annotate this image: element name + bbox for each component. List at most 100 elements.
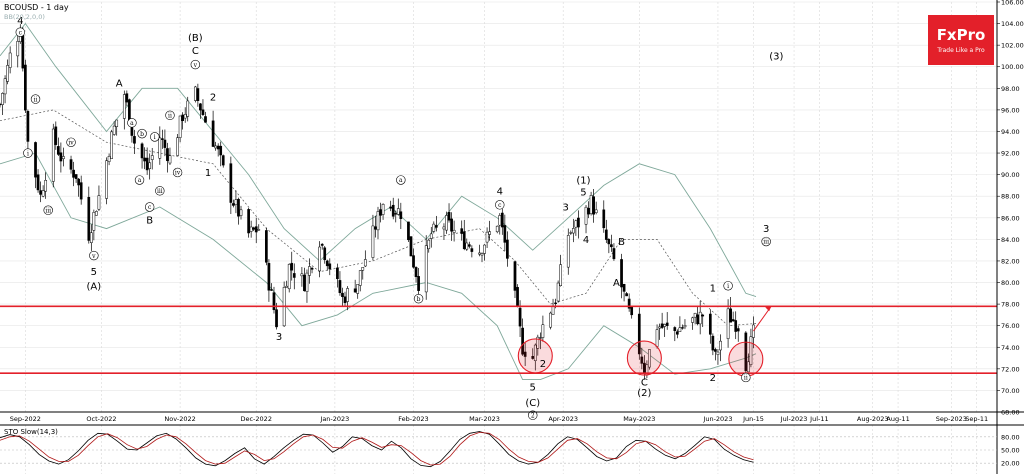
candle	[592, 189, 595, 223]
wave-label: 2	[710, 373, 716, 384]
candle	[450, 212, 453, 241]
candle	[399, 202, 403, 230]
y-tick-label: 70.00	[1001, 387, 1020, 395]
candle	[470, 245, 474, 258]
stoch-tick-label: 50.00	[1001, 447, 1020, 455]
candle	[181, 112, 185, 130]
candle	[665, 312, 669, 330]
y-tick-label: 106.00	[1001, 0, 1024, 7]
wave-label: 5	[580, 187, 586, 198]
wave-label: B	[618, 237, 625, 248]
candle	[516, 284, 519, 308]
wave-label: 3	[276, 332, 282, 343]
candle	[488, 220, 491, 241]
y-tick-label: 100.00	[1001, 63, 1024, 71]
wave-label-circle	[413, 294, 424, 304]
candle	[506, 231, 509, 267]
wave-label: c	[19, 29, 23, 36]
candle	[729, 297, 732, 323]
candle	[343, 291, 347, 306]
wave-label: a	[399, 177, 403, 184]
candle	[320, 243, 324, 250]
wave-label: (2)	[637, 388, 651, 399]
candle	[734, 311, 738, 340]
candle	[356, 284, 360, 299]
candle	[214, 141, 217, 151]
candle	[257, 224, 261, 231]
wave-label-circle	[15, 27, 25, 37]
wave-label: 2	[540, 359, 546, 370]
candle	[72, 161, 75, 187]
y-tick-label: 78.00	[1001, 301, 1020, 309]
candle	[460, 220, 464, 241]
candle	[133, 129, 136, 155]
x-tick-label: Jul-11	[809, 415, 828, 423]
candle	[379, 202, 382, 223]
wave-label: b	[417, 296, 421, 303]
wave-label: 4	[583, 235, 589, 246]
wave-label-circle	[172, 167, 183, 178]
x-tick-label: Sep-2023	[936, 415, 967, 423]
candle	[97, 185, 101, 211]
candle	[442, 223, 446, 240]
candle	[604, 219, 608, 244]
candle	[89, 224, 93, 251]
wave-label-circle	[134, 175, 145, 185]
x-tick-label: Jan-2023	[319, 415, 349, 423]
wave-label: 5	[530, 383, 536, 394]
candle	[6, 59, 9, 85]
candle	[749, 328, 753, 368]
candle	[270, 283, 273, 292]
candle	[627, 293, 631, 312]
candle	[39, 181, 42, 203]
wave-label-circle	[741, 372, 751, 383]
highlight-circle	[728, 341, 764, 377]
wave-label: 3	[563, 203, 569, 214]
wave-label-circle	[150, 132, 160, 142]
bollinger-middle-band	[0, 109, 757, 327]
wave-label-circle	[495, 200, 505, 210]
candle	[503, 214, 507, 251]
wave-label: b	[140, 131, 144, 138]
candle	[232, 199, 235, 208]
wave-label: iii	[763, 239, 769, 246]
wave-label: C	[192, 46, 199, 57]
wave-label: 4	[17, 16, 23, 27]
candle	[452, 220, 456, 242]
candle	[163, 129, 167, 157]
candle	[112, 121, 116, 136]
logo-name: FxPro	[937, 26, 986, 44]
wave-label: a	[138, 177, 142, 184]
logo-background	[928, 15, 994, 65]
y-tick-label: 72.00	[1001, 365, 1020, 373]
candle	[658, 323, 661, 340]
logo-tagline: Trade Like a Pro	[936, 47, 985, 54]
candle	[62, 147, 65, 167]
candle	[69, 155, 73, 174]
stochastic-k-line	[0, 431, 754, 468]
candle	[323, 246, 327, 264]
wave-label: c	[498, 202, 502, 209]
candle	[125, 90, 129, 107]
candle	[587, 201, 590, 219]
candle	[574, 219, 578, 236]
candle	[409, 236, 413, 257]
candle	[275, 302, 278, 330]
candle	[414, 266, 418, 283]
wave-label: ii	[34, 96, 38, 103]
stoch-tick-label: 80.00	[1001, 433, 1020, 441]
x-tick-label: Feb-2023	[398, 415, 428, 423]
wave-label: i	[727, 283, 729, 290]
x-tick-label: Mar-2023	[469, 415, 500, 423]
wave-label: (3)	[769, 51, 783, 62]
candle	[412, 248, 415, 269]
wave-label: 3	[763, 224, 769, 235]
candle	[683, 319, 687, 330]
candle	[513, 260, 517, 299]
candle	[521, 318, 524, 356]
candle	[500, 208, 504, 235]
wave-label-circle	[144, 202, 155, 212]
candle	[219, 141, 223, 167]
y-tick-label: 82.00	[1001, 257, 1020, 265]
y-tick-label: 98.00	[1001, 85, 1020, 93]
